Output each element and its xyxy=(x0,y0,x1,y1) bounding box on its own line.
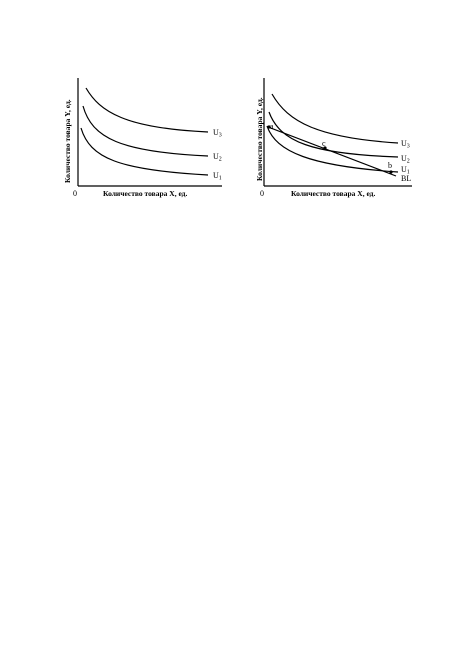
point-b-marker xyxy=(389,170,393,174)
point-label-b: b xyxy=(388,161,392,170)
curve-label-u3-left: U3 xyxy=(213,128,222,139)
origin-label-left: 0 xyxy=(73,189,77,198)
curve-label-u3-right: U3 xyxy=(401,139,410,150)
point-label-c: c xyxy=(322,139,326,148)
budget-line-label: BL xyxy=(401,174,411,183)
figure-right: a b c U3 U2 U1 BL 0 Количество товара X,… xyxy=(255,78,412,198)
indifference-curve-u3-right xyxy=(271,93,399,144)
indifference-curve-u1-left xyxy=(80,127,209,176)
budget-line xyxy=(267,126,397,177)
y-axis-title-left: Количество товара Y, ед. xyxy=(63,99,72,183)
point-c-marker xyxy=(323,146,327,150)
figure-left: U3 U2 U1 0 Количество товара X, ед. Коли… xyxy=(63,78,222,198)
indifference-curve-u2-right xyxy=(268,111,399,158)
curve-label-u2-right: U2 xyxy=(401,154,410,165)
point-a-marker xyxy=(267,125,271,129)
indifference-curve-u2-left xyxy=(82,105,209,157)
indifference-curve-u3-left xyxy=(85,87,209,133)
origin-label-right: 0 xyxy=(260,189,264,198)
y-axis-title-right: Количество товара Y, ед. xyxy=(255,97,264,181)
curve-label-u2-left: U2 xyxy=(213,152,222,163)
x-axis-title-left: Количество товара X, ед. xyxy=(103,189,187,198)
point-label-a: a xyxy=(270,122,274,131)
x-axis-title-right: Количество товара X, ед. xyxy=(291,189,375,198)
curve-label-u1-left: U1 xyxy=(213,171,222,182)
indifference-curve-u1-right xyxy=(266,125,399,173)
curve-label-u1-right: U1 xyxy=(401,165,410,176)
